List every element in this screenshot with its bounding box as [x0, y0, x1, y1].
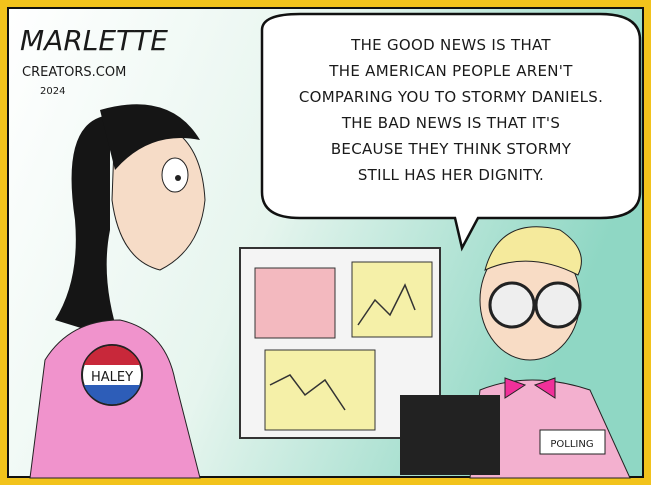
bubble-line: THE GOOD NEWS IS THAT	[350, 36, 551, 54]
chart-board	[239, 247, 441, 439]
bubble-line: BECAUSE THEY THINK STORMY	[331, 140, 572, 158]
speech-bubble: THE GOOD NEWS IS THAT THE AMERICAN PEOPLE…	[260, 12, 642, 252]
woman: HALEY	[29, 104, 206, 479]
panel-pink	[254, 267, 336, 339]
eye	[161, 157, 189, 193]
glasses-left	[488, 281, 536, 329]
pupil	[175, 175, 181, 181]
bowtie	[504, 377, 556, 399]
hair	[484, 226, 582, 276]
syndicate: CREATORS.COM	[22, 65, 126, 80]
bubble-line: THE AMERICAN PEOPLE AREN'T	[328, 62, 573, 80]
sketch-line	[357, 283, 416, 326]
button-blue	[84, 385, 140, 405]
bubble-line: THE BAD NEWS IS THAT IT'S	[341, 114, 560, 132]
glasses-right	[534, 281, 582, 329]
panel-yellow-2	[264, 349, 376, 431]
button-label: HALEY	[91, 370, 133, 385]
button-red	[84, 345, 140, 365]
hair	[55, 115, 120, 340]
bangs	[100, 104, 200, 170]
artist-name: MARLETTE	[20, 24, 168, 57]
year: 2024	[40, 86, 65, 97]
bubble-line: STILL HAS HER DIGNITY.	[358, 166, 544, 184]
bubble-line: COMPARING YOU TO STORMY DANIELS.	[299, 88, 603, 106]
panel-yellow	[351, 261, 433, 338]
badge-label: POLLING	[550, 439, 593, 450]
signature: MARLETTE CREATORS.COM 2024	[20, 24, 168, 97]
bubble-outline	[260, 12, 642, 252]
pollster: POLLING	[400, 226, 631, 479]
badge	[539, 429, 606, 455]
sketch-line-2	[269, 374, 346, 411]
clipboard	[400, 395, 500, 475]
